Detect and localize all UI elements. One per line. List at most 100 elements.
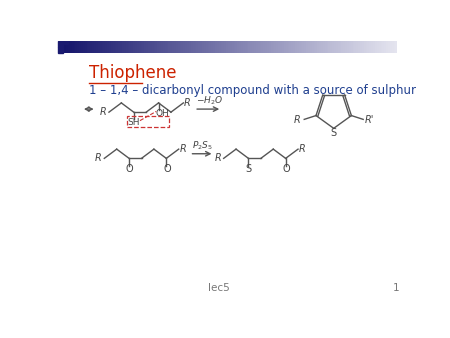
Bar xyxy=(321,41,323,53)
Bar xyxy=(99,41,102,53)
Bar xyxy=(297,41,299,53)
Bar xyxy=(140,41,143,53)
Bar xyxy=(64,41,68,44)
Bar xyxy=(388,41,390,53)
Bar xyxy=(226,41,228,53)
Bar xyxy=(284,41,286,53)
Bar xyxy=(158,41,159,53)
Bar xyxy=(325,41,327,53)
Bar xyxy=(118,41,120,53)
Bar xyxy=(235,41,237,53)
Bar xyxy=(392,41,394,53)
Bar xyxy=(217,41,219,53)
Bar xyxy=(104,41,105,53)
Bar xyxy=(366,41,368,53)
Text: 1: 1 xyxy=(392,283,399,293)
Bar xyxy=(189,41,191,53)
Bar xyxy=(87,41,89,53)
Bar xyxy=(202,41,204,53)
Bar xyxy=(133,41,135,53)
Text: R': R' xyxy=(365,115,374,125)
Bar xyxy=(323,41,325,53)
Bar xyxy=(315,41,317,53)
Bar xyxy=(377,41,378,53)
Bar xyxy=(137,41,139,53)
Bar xyxy=(343,41,345,53)
Bar xyxy=(345,41,347,53)
Bar xyxy=(373,41,375,53)
Bar xyxy=(143,41,144,53)
Bar xyxy=(293,41,295,53)
Bar xyxy=(243,41,245,53)
Bar xyxy=(200,41,202,53)
Bar xyxy=(146,41,148,53)
Bar xyxy=(194,41,196,53)
Bar xyxy=(83,41,85,53)
Bar xyxy=(166,41,168,53)
Text: R: R xyxy=(99,107,106,117)
Bar xyxy=(58,41,63,47)
Bar xyxy=(327,41,328,53)
Bar xyxy=(306,41,308,53)
Bar xyxy=(390,41,392,53)
Bar xyxy=(176,41,178,53)
Bar xyxy=(314,41,315,53)
Bar xyxy=(258,41,260,53)
Text: R: R xyxy=(214,153,221,164)
Bar xyxy=(342,41,343,53)
Bar xyxy=(276,41,278,53)
Bar xyxy=(165,41,166,53)
Bar xyxy=(340,41,342,53)
Bar xyxy=(196,41,198,53)
Bar xyxy=(368,41,369,53)
Bar xyxy=(371,41,373,53)
Bar xyxy=(153,41,155,53)
Bar xyxy=(234,41,235,53)
Bar xyxy=(291,41,293,53)
Text: R: R xyxy=(180,144,186,154)
Bar xyxy=(172,41,174,53)
Bar xyxy=(384,41,386,53)
Bar xyxy=(89,41,90,53)
Bar xyxy=(353,41,355,53)
Bar xyxy=(150,41,152,53)
Text: R: R xyxy=(184,98,191,108)
Bar xyxy=(308,41,310,53)
Bar xyxy=(295,41,297,53)
Bar xyxy=(70,41,72,53)
Bar xyxy=(191,41,193,53)
Bar xyxy=(278,41,280,53)
Bar xyxy=(304,41,306,53)
Bar xyxy=(102,41,104,53)
Bar xyxy=(230,41,232,53)
Bar xyxy=(204,41,206,53)
Text: O: O xyxy=(283,164,290,174)
Bar xyxy=(274,41,276,53)
Bar xyxy=(332,41,334,53)
Bar xyxy=(171,41,172,53)
Bar xyxy=(222,41,224,53)
Text: O: O xyxy=(126,164,134,174)
Bar xyxy=(68,41,70,53)
Bar xyxy=(288,41,289,53)
Bar xyxy=(250,41,252,53)
Bar xyxy=(286,41,288,53)
Bar xyxy=(163,41,165,53)
Text: SH: SH xyxy=(127,118,140,127)
Bar xyxy=(256,41,258,53)
Bar xyxy=(107,41,109,53)
Bar xyxy=(207,41,209,53)
Bar xyxy=(260,41,261,53)
Text: $-H_2O$: $-H_2O$ xyxy=(196,95,223,107)
Bar xyxy=(362,41,364,53)
Bar xyxy=(92,41,94,53)
Bar xyxy=(144,41,146,53)
Bar xyxy=(76,41,77,53)
Bar xyxy=(74,41,76,53)
Bar xyxy=(267,41,269,53)
Bar xyxy=(375,41,377,53)
Bar xyxy=(181,41,183,53)
Bar xyxy=(237,41,239,53)
Bar xyxy=(239,41,241,53)
Bar xyxy=(63,41,64,53)
